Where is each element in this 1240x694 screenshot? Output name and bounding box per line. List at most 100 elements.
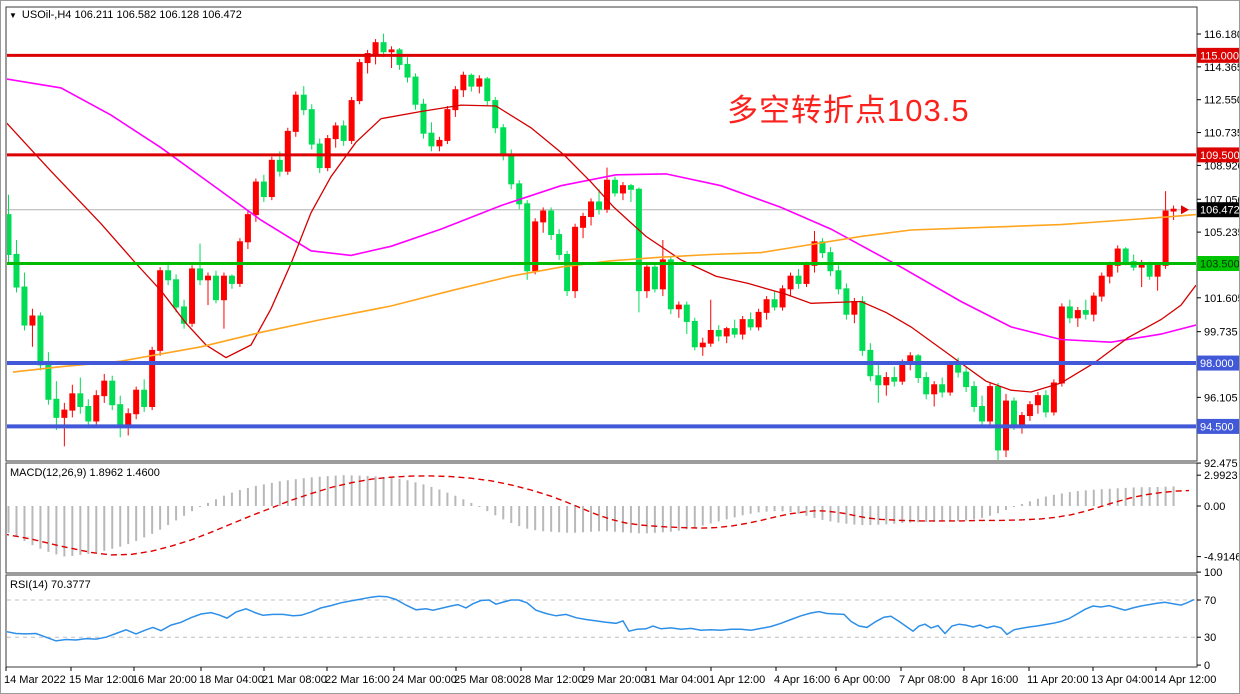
candle-down: [516, 183, 523, 205]
candle-up: [588, 201, 595, 217]
candle-down: [524, 203, 531, 272]
candle-up: [61, 409, 68, 418]
candle-up: [244, 214, 251, 243]
macd-tick-label: 0.00: [1204, 501, 1225, 513]
time-tick-label: 7 Apr 08:00: [899, 674, 955, 686]
candle-up: [619, 185, 626, 194]
candle-up: [356, 62, 363, 102]
candle-up: [1170, 208, 1177, 212]
candle-down: [300, 94, 307, 111]
candle-down: [923, 377, 930, 395]
rsi-tick-label: 30: [1204, 632, 1216, 644]
candle-down: [468, 74, 475, 87]
price-tick-label: 92.475: [1204, 458, 1238, 470]
time-tick-label: 31 Mar 04:00: [644, 674, 709, 686]
price-tick-label: 116.180: [1204, 29, 1240, 41]
candle-up: [604, 179, 610, 210]
candle-up: [292, 94, 299, 132]
macd-group: [7, 475, 1190, 557]
candle-up: [643, 266, 650, 292]
rsi-tick-label: 0: [1204, 660, 1210, 672]
candle-down: [955, 364, 962, 373]
time-tick-label: 24 Mar 00:00: [392, 674, 457, 686]
price-tick-label: 110.735: [1204, 128, 1240, 140]
candle-down: [1010, 400, 1017, 426]
candle-down: [484, 78, 491, 102]
price-badge-94.500: [1197, 418, 1239, 434]
time-tick-label: 28 Mar 12:00: [519, 674, 584, 686]
candle-up: [851, 301, 858, 315]
time-tick-label: 14 Apr 12:00: [1154, 674, 1216, 686]
candle-up: [372, 42, 379, 55]
chevron-down-icon[interactable]: ▼: [9, 10, 17, 20]
macd-signal-line: [7, 475, 1190, 556]
time-tick-label: 14 Mar 2022: [4, 674, 66, 686]
candle-down: [795, 275, 802, 284]
candle-down: [691, 320, 698, 348]
candle-down: [420, 103, 427, 134]
candle-up: [1034, 395, 1041, 406]
time-tick-label: 21 Mar 08:00: [262, 674, 327, 686]
price-badge-115.000: [1197, 47, 1239, 63]
price-badge-109.500: [1197, 147, 1239, 163]
candle-up: [364, 53, 371, 64]
candle-down: [13, 253, 20, 288]
candle-up: [205, 275, 211, 281]
price-badge-label: 115.000: [1200, 50, 1239, 62]
candle-down: [165, 270, 172, 281]
candle-up: [540, 210, 547, 223]
candle-up: [1090, 295, 1097, 315]
candle-down: [651, 266, 658, 290]
candle-down: [197, 268, 204, 281]
candle-up: [388, 49, 395, 53]
price-badge-label: 94.500: [1200, 421, 1234, 433]
candle-down: [260, 181, 267, 198]
time-tick-label: 22 Mar 16:00: [325, 674, 390, 686]
candle-down: [77, 393, 84, 407]
symbol-title: ▼ USOil-,H4 106.211 106.582 106.128 106.…: [9, 9, 242, 21]
candle-down: [1066, 306, 1073, 319]
candle-up: [1026, 404, 1033, 417]
candle-down: [181, 306, 188, 324]
candle-down: [731, 328, 738, 335]
candle-down: [915, 355, 922, 379]
macd-panel[interactable]: [5, 462, 1198, 574]
candle-down: [308, 109, 315, 145]
candle-down: [117, 404, 124, 426]
price-tick-label: 101.605: [1204, 293, 1240, 305]
main-price-panel[interactable]: [5, 6, 1198, 462]
macd-tick-label: 2.9923: [1204, 470, 1238, 482]
candle-up: [452, 89, 459, 111]
rsi-group: [7, 595, 1196, 642]
candle-up: [157, 270, 164, 351]
rsi-line: [7, 595, 1195, 642]
candle-down: [1082, 310, 1089, 315]
candle-up: [659, 259, 666, 290]
candle-down: [683, 304, 690, 322]
rsi-tick-label: 70: [1204, 595, 1216, 607]
candle-down: [627, 185, 634, 190]
candle-down: [556, 234, 563, 255]
ma-orange-long: [12, 213, 1196, 373]
candle-down: [7, 214, 12, 255]
candle-down: [939, 384, 946, 393]
candle-down: [596, 201, 603, 210]
candle-down: [548, 210, 555, 236]
candle-up: [348, 100, 355, 141]
candle-down: [228, 275, 235, 284]
price-badge-label: 106.472: [1200, 205, 1240, 217]
candle-up: [268, 159, 275, 198]
candle-up: [883, 377, 890, 386]
candle-down: [635, 188, 642, 292]
candle-down: [819, 241, 826, 254]
price-tick-label: 112.550: [1204, 95, 1240, 107]
candle-up: [763, 299, 770, 313]
price-badge-98.000: [1197, 355, 1239, 371]
candle-down: [667, 259, 674, 310]
candle-down: [827, 252, 834, 272]
candle-up: [755, 311, 762, 328]
candle-down: [1042, 395, 1049, 413]
candle-up: [1114, 248, 1121, 266]
price-tick-label: 105.235: [1204, 227, 1240, 239]
